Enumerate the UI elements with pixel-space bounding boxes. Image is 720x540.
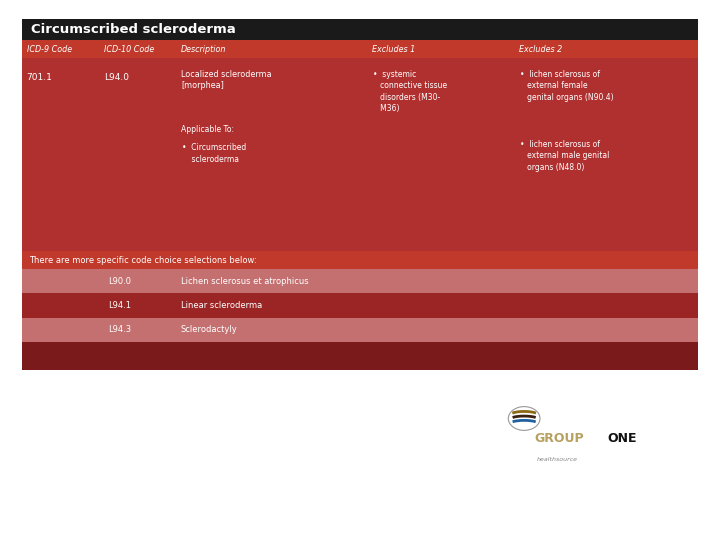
Text: Lichen sclerosus et atrophicus: Lichen sclerosus et atrophicus [181,276,309,286]
Bar [22,293,698,318]
Text: •  lichen sclerosus of
   external female
   genital organs (N90.4): • lichen sclerosus of external female ge… [520,70,613,102]
Text: There are more specific code choice selections below:: There are more specific code choice sele… [29,255,256,265]
Bar [22,40,698,58]
Text: GROUP: GROUP [534,433,584,446]
Text: •  systemic
   connective tissue
   disorders (M30-
   M36): • systemic connective tissue disorders (… [372,70,446,113]
Text: Localized scleroderma
[morphea]: Localized scleroderma [morphea] [181,70,271,90]
Bar [22,58,698,251]
Bar [22,342,698,370]
Text: Excludes 2: Excludes 2 [519,45,562,53]
Bar [22,251,698,269]
Text: •  lichen sclerosus of
   external male genital
   organs (N48.0): • lichen sclerosus of external male geni… [520,140,609,172]
Text: 701.1: 701.1 [27,73,53,82]
Text: Excludes 1: Excludes 1 [372,45,415,53]
Bar [22,269,698,293]
Text: healthsource: healthsource [536,457,577,462]
Text: ICD-10 Code: ICD-10 Code [104,45,155,53]
Text: ICD-9 Code: ICD-9 Code [27,45,72,53]
Text: Sclerodactyly: Sclerodactyly [181,325,238,334]
Text: L90.0: L90.0 [108,276,131,286]
Text: Description: Description [181,45,227,53]
Text: Linear scleroderma: Linear scleroderma [181,301,262,310]
Text: Applicable To:: Applicable To: [181,125,234,134]
Text: Circumscribed scleroderma: Circumscribed scleroderma [31,23,235,36]
Bar [22,19,698,40]
Text: ONE: ONE [607,433,636,446]
Text: L94.3: L94.3 [108,325,131,334]
Bar [22,318,698,342]
Text: •  Circumscribed
    scleroderma: • Circumscribed scleroderma [182,143,247,164]
Text: L94.0: L94.0 [104,73,130,82]
Text: L94.1: L94.1 [108,301,131,310]
